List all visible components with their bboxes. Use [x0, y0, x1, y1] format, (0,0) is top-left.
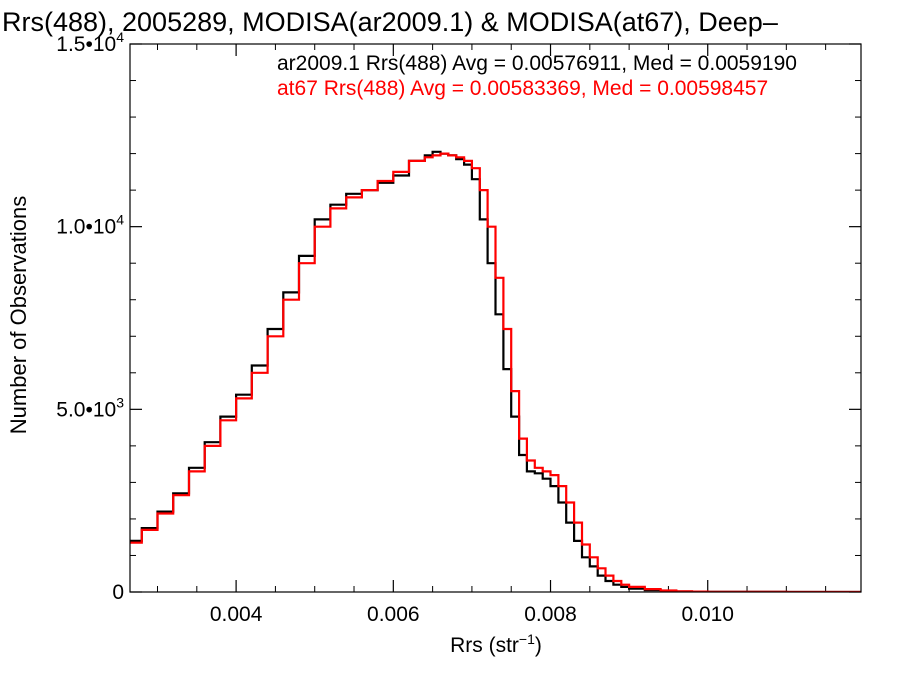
series-ar2009-line [130, 150, 861, 592]
y-tick-label: 1.5•104 [56, 29, 124, 56]
legend-entry-at67: at67 Rrs(488) Avg = 0.00583369, Med = 0.… [277, 77, 768, 100]
x-axis-label: Rrs (str−1) [450, 631, 542, 657]
series-at67-line [130, 152, 861, 592]
x-tick-label: 0.006 [367, 603, 420, 626]
y-tick-label: 5.0•103 [56, 394, 124, 421]
y-tick-label: 1.0•104 [56, 212, 124, 239]
x-tick-label: 0.010 [681, 603, 734, 626]
y-axis-label: Number of Observations [6, 196, 31, 434]
x-tick-label: 0.008 [524, 603, 577, 626]
legend-entry-ar2009: ar2009.1 Rrs(488) Avg = 0.00576911, Med … [277, 52, 797, 75]
y-tick-label: 0 [112, 581, 124, 604]
x-tick-label: 0.004 [210, 603, 263, 626]
plot-frame [129, 43, 862, 593]
chart-title: Rrs(488), 2005289, MODISA(ar2009.1) & MO… [2, 7, 778, 37]
